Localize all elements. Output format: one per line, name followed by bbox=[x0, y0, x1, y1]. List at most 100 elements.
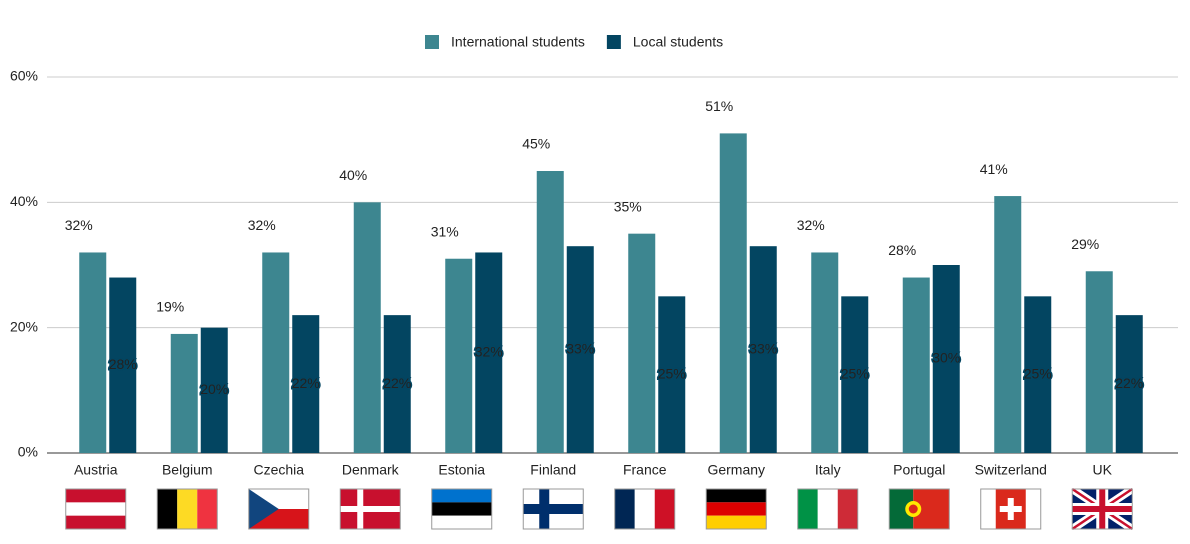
legend-swatch bbox=[606, 35, 621, 49]
x-tick-label: Finland bbox=[530, 462, 576, 478]
flag-part bbox=[65, 502, 126, 516]
value-label: 25% bbox=[658, 365, 686, 381]
x-tick-label: Italy bbox=[815, 462, 841, 478]
value-label: 30% bbox=[932, 350, 960, 366]
flag bbox=[156, 488, 218, 530]
bar bbox=[902, 277, 930, 453]
flag-part bbox=[431, 489, 492, 503]
flag bbox=[339, 488, 401, 530]
flag bbox=[797, 488, 859, 530]
legend-label: Local students bbox=[633, 34, 723, 50]
bar bbox=[262, 252, 290, 453]
flag-part bbox=[248, 489, 279, 529]
y-tick-label: 60% bbox=[10, 68, 38, 84]
bar bbox=[536, 171, 564, 453]
flag bbox=[248, 488, 310, 530]
y-tick-label: 20% bbox=[10, 318, 38, 334]
flag-border bbox=[339, 488, 401, 530]
value-label: 40% bbox=[339, 167, 367, 183]
value-label: 45% bbox=[522, 136, 550, 152]
value-label: 32% bbox=[797, 217, 825, 233]
legend-label: International students bbox=[451, 34, 585, 50]
bar bbox=[749, 246, 777, 453]
flag-part bbox=[431, 502, 492, 516]
y-tick-label: 0% bbox=[18, 444, 38, 460]
x-tick-label: Estonia bbox=[438, 462, 485, 478]
flag-border bbox=[248, 488, 310, 530]
flag bbox=[522, 488, 584, 530]
flag-border bbox=[614, 488, 676, 530]
x-tick-label: Portugal bbox=[893, 462, 945, 478]
legend-swatch bbox=[425, 35, 439, 49]
x-tick-label: Denmark bbox=[342, 462, 400, 478]
flag-part bbox=[837, 489, 858, 529]
flag-border bbox=[522, 488, 584, 530]
bar bbox=[658, 296, 686, 453]
x-tick-label: Austria bbox=[74, 462, 118, 478]
value-label: 33% bbox=[749, 340, 777, 356]
flag-border bbox=[797, 488, 859, 530]
flag-part bbox=[197, 489, 218, 529]
bar bbox=[1115, 315, 1143, 453]
flag-part bbox=[654, 489, 675, 529]
bar bbox=[994, 196, 1022, 454]
x-tick-label: Czechia bbox=[253, 462, 304, 478]
flag bbox=[980, 488, 1042, 530]
bar bbox=[200, 327, 228, 453]
bar bbox=[79, 252, 107, 453]
bar bbox=[1085, 271, 1113, 453]
bar bbox=[353, 202, 381, 453]
flag bbox=[888, 488, 950, 530]
value-label: 20% bbox=[200, 381, 228, 397]
bar bbox=[566, 246, 594, 453]
flag-part bbox=[908, 504, 918, 514]
flag-border bbox=[888, 488, 950, 530]
flag-part bbox=[177, 489, 198, 529]
value-label: 41% bbox=[980, 161, 1008, 177]
value-label: 33% bbox=[566, 340, 594, 356]
value-label: 32% bbox=[65, 217, 93, 233]
bar bbox=[1024, 296, 1052, 453]
flag-border bbox=[980, 488, 1042, 530]
x-tick-label: UK bbox=[1093, 462, 1113, 478]
flag-border bbox=[1071, 488, 1133, 530]
bar bbox=[719, 133, 747, 453]
bar bbox=[841, 296, 869, 453]
flag-part bbox=[999, 506, 1022, 512]
value-label: 32% bbox=[475, 343, 503, 359]
flag-border bbox=[65, 488, 127, 530]
flag bbox=[431, 488, 493, 530]
bar bbox=[932, 265, 960, 453]
flag-border bbox=[705, 488, 767, 530]
x-tick-label: Switzerland bbox=[975, 462, 1047, 478]
bar bbox=[445, 258, 473, 453]
flag-part bbox=[634, 489, 655, 529]
flag-part bbox=[706, 489, 767, 503]
value-label: 22% bbox=[383, 375, 411, 391]
bar bbox=[109, 277, 137, 453]
flag-part bbox=[431, 515, 492, 529]
bar bbox=[383, 315, 411, 453]
value-label: 28% bbox=[888, 242, 916, 258]
flag-part bbox=[157, 489, 178, 529]
y-tick-label: 40% bbox=[10, 193, 38, 209]
value-label: 31% bbox=[431, 223, 459, 239]
flag-border bbox=[431, 488, 493, 530]
flag-part bbox=[340, 506, 401, 512]
x-tick-label: France bbox=[623, 462, 667, 478]
flag bbox=[1070, 485, 1135, 533]
flag-part bbox=[614, 489, 635, 529]
value-label: 19% bbox=[156, 299, 184, 315]
bar bbox=[811, 252, 839, 453]
flag bbox=[65, 488, 127, 530]
value-label: 25% bbox=[841, 365, 869, 381]
value-label: 25% bbox=[1024, 365, 1052, 381]
flag-part bbox=[523, 504, 584, 514]
value-label: 32% bbox=[248, 217, 276, 233]
flag bbox=[705, 488, 767, 530]
flag-part bbox=[706, 515, 767, 529]
flag bbox=[614, 488, 676, 530]
bar bbox=[292, 315, 320, 453]
flag-border bbox=[156, 488, 218, 530]
